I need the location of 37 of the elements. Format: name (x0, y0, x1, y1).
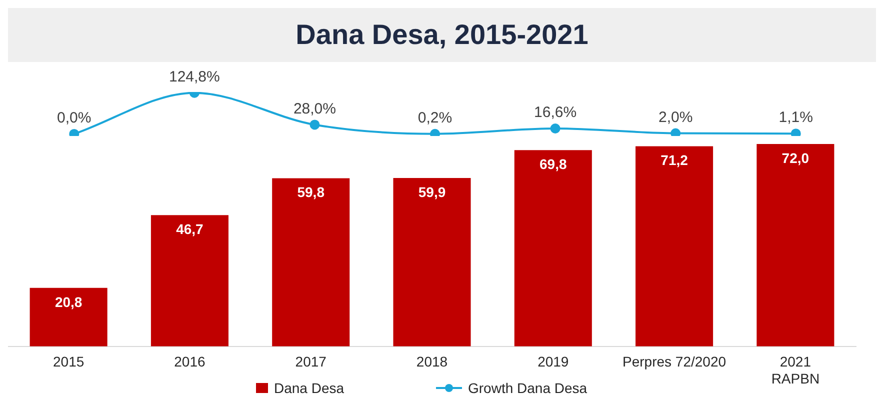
data-label: 1,1% (778, 109, 813, 126)
point (790, 128, 801, 136)
bar (393, 178, 471, 346)
x-tick-label: 2018 (416, 354, 448, 370)
x-tick-label: 2016 (174, 354, 206, 370)
x-tick-label: 2019 (538, 354, 569, 370)
x-tick-label: 2017 (295, 354, 327, 370)
bar (636, 146, 714, 346)
bar (272, 178, 350, 346)
legend-label: Growth Dana Desa (468, 380, 588, 396)
data-label: 72,0 (782, 150, 810, 166)
data-label: 71,2 (660, 152, 688, 168)
point (670, 128, 681, 136)
point (430, 128, 440, 136)
data-label: 124,8% (168, 68, 220, 86)
data-label: 59,9 (418, 184, 446, 200)
legend-label: Dana Desa (274, 380, 344, 396)
bar (150, 215, 228, 346)
bar (514, 150, 592, 346)
data-label: 0,0% (57, 110, 92, 127)
chart-title: Dana Desa, 2015-2021 (296, 19, 588, 51)
data-label: 59,8 (297, 184, 325, 200)
point (310, 120, 320, 130)
data-label: 69,8 (540, 156, 567, 172)
data-label: 0,2% (418, 110, 452, 127)
point (69, 128, 80, 136)
data-label: 28,0% (293, 100, 336, 118)
x-tick-label: Perpres 72/2020 (622, 354, 726, 370)
x-tick-label: 2015 (52, 354, 84, 370)
data-label: 20,8 (54, 294, 82, 310)
x-tick-label: 2021 RAPBN (771, 354, 820, 386)
data-label: 16,6% (534, 104, 577, 122)
point (550, 123, 560, 134)
bar (756, 144, 834, 346)
data-label: 46,7 (176, 220, 204, 237)
bar (30, 288, 108, 346)
data-label: 2,0% (658, 108, 693, 126)
